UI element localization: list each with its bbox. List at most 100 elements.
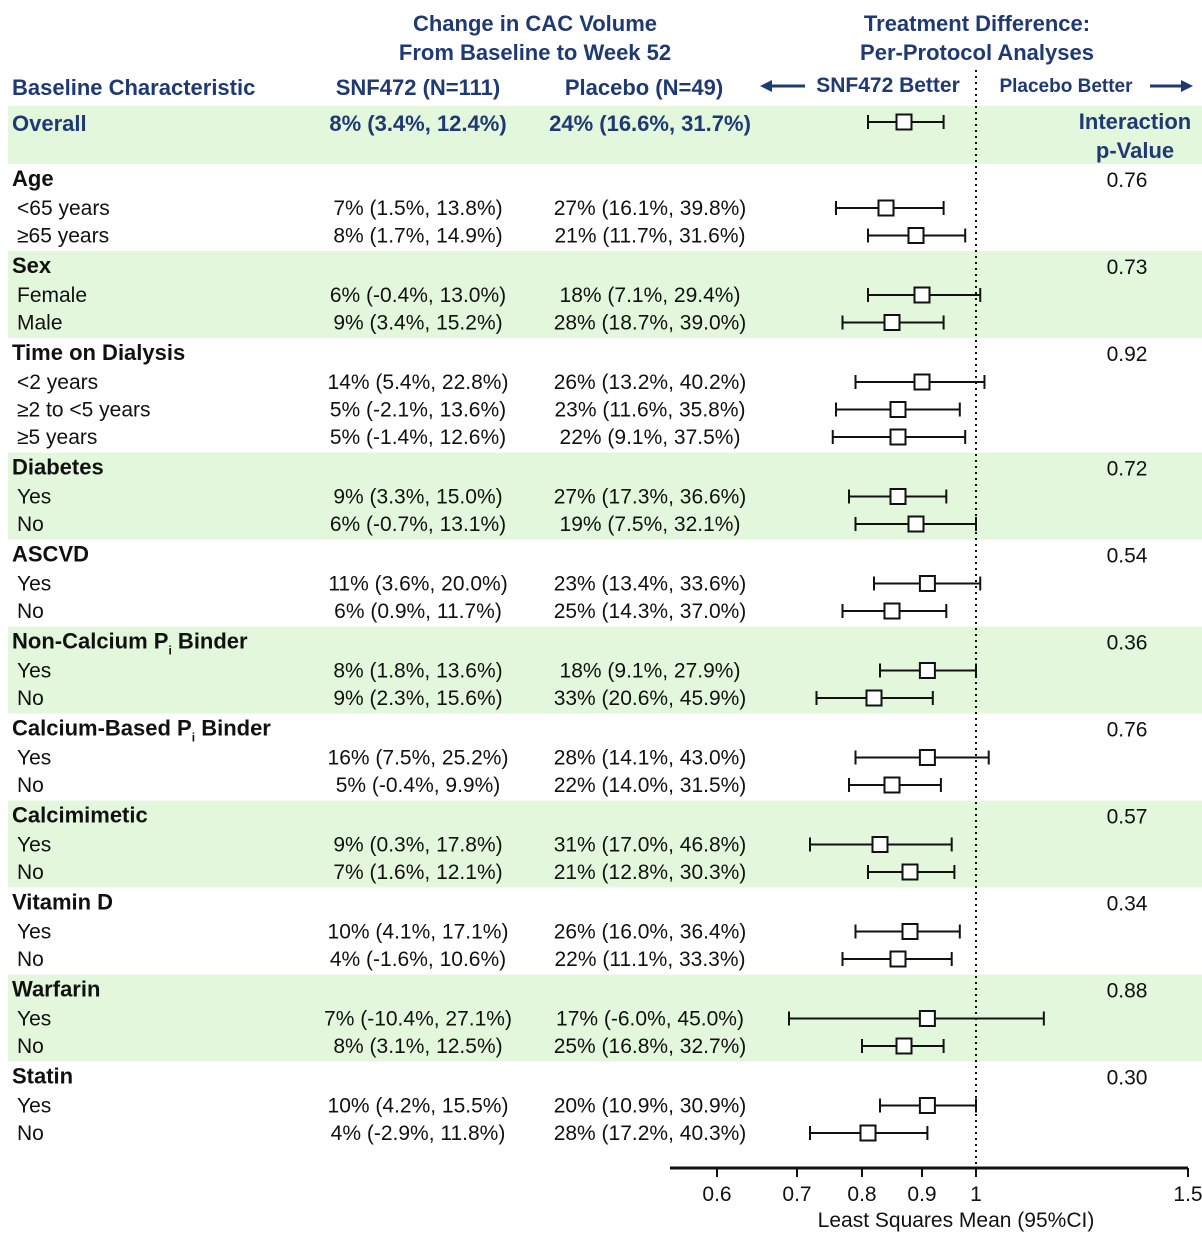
- interaction-p-value: 0.72: [1107, 458, 1148, 481]
- ci-marks: [788, 113, 1045, 1142]
- group-title: Time on Dialysis: [12, 340, 185, 365]
- snf472-value: 7% (1.5%, 13.8%): [333, 197, 502, 220]
- row-label: Yes: [17, 486, 51, 509]
- point-estimate-marker: [918, 1097, 936, 1114]
- snf472-value: 16% (7.5%, 25.2%): [328, 747, 509, 770]
- row-label: ≥2 to <5 years: [17, 399, 151, 422]
- row-label: Yes: [17, 1008, 51, 1031]
- row-label: Yes: [17, 834, 51, 857]
- group-title-tail: Binder: [195, 716, 271, 741]
- row-label: No: [17, 948, 44, 971]
- group-title: Non-Calcium Pi Binder: [12, 629, 248, 658]
- row-label: Yes: [17, 747, 51, 770]
- group-title: Sex: [12, 253, 52, 278]
- row-label: Male: [17, 312, 63, 335]
- row-label: No: [17, 513, 44, 536]
- point-estimate-marker: [889, 401, 907, 418]
- snf472-value: 8% (3.4%, 12.4%): [329, 111, 506, 136]
- group-title: Calcium-Based Pi Binder: [12, 716, 271, 745]
- group-band: [8, 251, 1202, 338]
- snf472-value: 6% (0.9%, 11.7%): [334, 600, 502, 623]
- snf472-value: 7% (1.6%, 12.1%): [333, 861, 502, 884]
- point-estimate-marker: [883, 776, 901, 794]
- group-band: [8, 626, 1202, 714]
- row-label: No: [17, 774, 44, 797]
- x-axis: Least Squares Mean (95%CI) 0.6 0.7 0.8 0.9 1…: [670, 1166, 1202, 1232]
- row-label: No: [17, 687, 44, 710]
- point-estimate-marker: [859, 1124, 877, 1142]
- row-label: Yes: [17, 660, 51, 683]
- snf472-value: 8% (1.7%, 14.9%): [333, 225, 502, 248]
- snf472-value: 9% (3.3%, 15.0%): [333, 486, 502, 509]
- snf472-value: 5% (-1.4%, 12.6%): [330, 426, 506, 449]
- placebo-value: 28% (18.7%, 39.0%): [554, 312, 747, 335]
- x-tick-label: 1: [970, 1183, 982, 1206]
- x-tick-label: 0.8: [847, 1183, 876, 1206]
- placebo-value: 25% (16.8%, 32.7%): [554, 1035, 747, 1058]
- point-estimate-marker: [895, 1037, 913, 1055]
- placebo-value: 28% (14.1%, 43.0%): [554, 747, 747, 770]
- snf472-value: 9% (0.3%, 17.8%): [333, 834, 502, 857]
- point-estimate-marker: [877, 199, 895, 217]
- placebo-value: 22% (14.0%, 31.5%): [554, 774, 747, 797]
- group-title-tail: Binder: [172, 629, 248, 654]
- point-estimate-marker: [865, 689, 883, 707]
- placebo-value: 26% (16.0%, 36.4%): [554, 921, 747, 944]
- row-label: ≥65 years: [17, 225, 109, 248]
- placebo-value: 23% (11.6%, 35.8%): [554, 399, 745, 422]
- snf472-better-arrowhead-icon: [760, 80, 772, 92]
- column-header-placebo: Placebo (N=49): [565, 75, 723, 100]
- group-title: Warfarin: [12, 977, 100, 1002]
- snf472-better-label: SNF472 Better: [816, 74, 960, 97]
- x-tick-label: 1.5: [1173, 1183, 1202, 1206]
- group-band: [8, 106, 1202, 164]
- group-band: [8, 800, 1202, 888]
- point-estimate-marker: [883, 602, 901, 620]
- point-estimate-marker: [883, 314, 901, 331]
- snf472-value: 14% (5.4%, 22.8%): [328, 371, 509, 394]
- interaction-p-value: 0.57: [1107, 806, 1148, 829]
- group-title-subscript: i: [192, 731, 195, 745]
- snf472-value: 10% (4.1%, 17.1%): [328, 921, 509, 944]
- column-header-characteristic: Baseline Characteristic: [12, 75, 255, 100]
- point-estimate-marker: [918, 575, 936, 592]
- snf472-value: 11% (3.6%, 20.0%): [328, 573, 507, 596]
- placebo-better-label: Placebo Better: [999, 76, 1133, 97]
- placebo-value: 20% (10.9%, 30.9%): [554, 1095, 747, 1118]
- snf472-value: 10% (4.2%, 15.5%): [328, 1095, 509, 1118]
- group-title: ASCVD: [12, 542, 89, 567]
- group-title: Calcimimetic: [12, 803, 148, 828]
- snf472-value: 6% (-0.7%, 13.1%): [330, 513, 506, 536]
- interaction-p-value: 0.92: [1107, 343, 1148, 366]
- interaction-p-value: 0.30: [1107, 1067, 1148, 1090]
- column-header-snf472: SNF472 (N=111): [336, 75, 500, 100]
- x-tick-label: 0.7: [782, 1183, 811, 1206]
- placebo-value: 31% (17.0%, 46.8%): [554, 834, 747, 857]
- group-title: Age: [12, 166, 54, 191]
- placebo-value: 24% (16.6%, 31.7%): [549, 111, 751, 136]
- snf472-value: 5% (-0.4%, 9.9%): [336, 774, 501, 797]
- placebo-value: 28% (17.2%, 40.3%): [554, 1122, 747, 1145]
- row-label: Yes: [17, 573, 51, 596]
- row-label: No: [17, 1122, 44, 1145]
- interaction-header-line-1: Interaction: [1079, 109, 1191, 134]
- point-estimate-marker: [918, 749, 936, 766]
- point-estimate-marker: [913, 373, 931, 391]
- placebo-value: 33% (20.6%, 45.9%): [554, 687, 747, 710]
- point-estimate-marker: [913, 286, 931, 304]
- point-estimate-marker: [907, 515, 925, 533]
- placebo-value: 21% (11.7%, 31.6%): [554, 225, 745, 248]
- group-title-subscript: i: [168, 644, 171, 658]
- snf472-value: 8% (1.8%, 13.6%): [333, 660, 502, 683]
- snf472-value: 4% (-2.9%, 11.8%): [331, 1122, 506, 1145]
- group-title: Vitamin D: [12, 890, 113, 915]
- snf472-value: 9% (2.3%, 15.6%): [333, 687, 502, 710]
- placebo-value: 19% (7.5%, 32.1%): [560, 513, 741, 536]
- point-estimate-marker: [889, 428, 907, 446]
- placebo-value: 17% (-6.0%, 45.0%): [556, 1008, 744, 1031]
- interaction-p-value: 0.76: [1107, 169, 1148, 192]
- placebo-value: 18% (7.1%, 29.4%): [560, 284, 741, 307]
- treatment-title-line-2: Per-Protocol Analyses: [860, 40, 1094, 65]
- placebo-value: 21% (12.8%, 30.3%): [554, 861, 747, 884]
